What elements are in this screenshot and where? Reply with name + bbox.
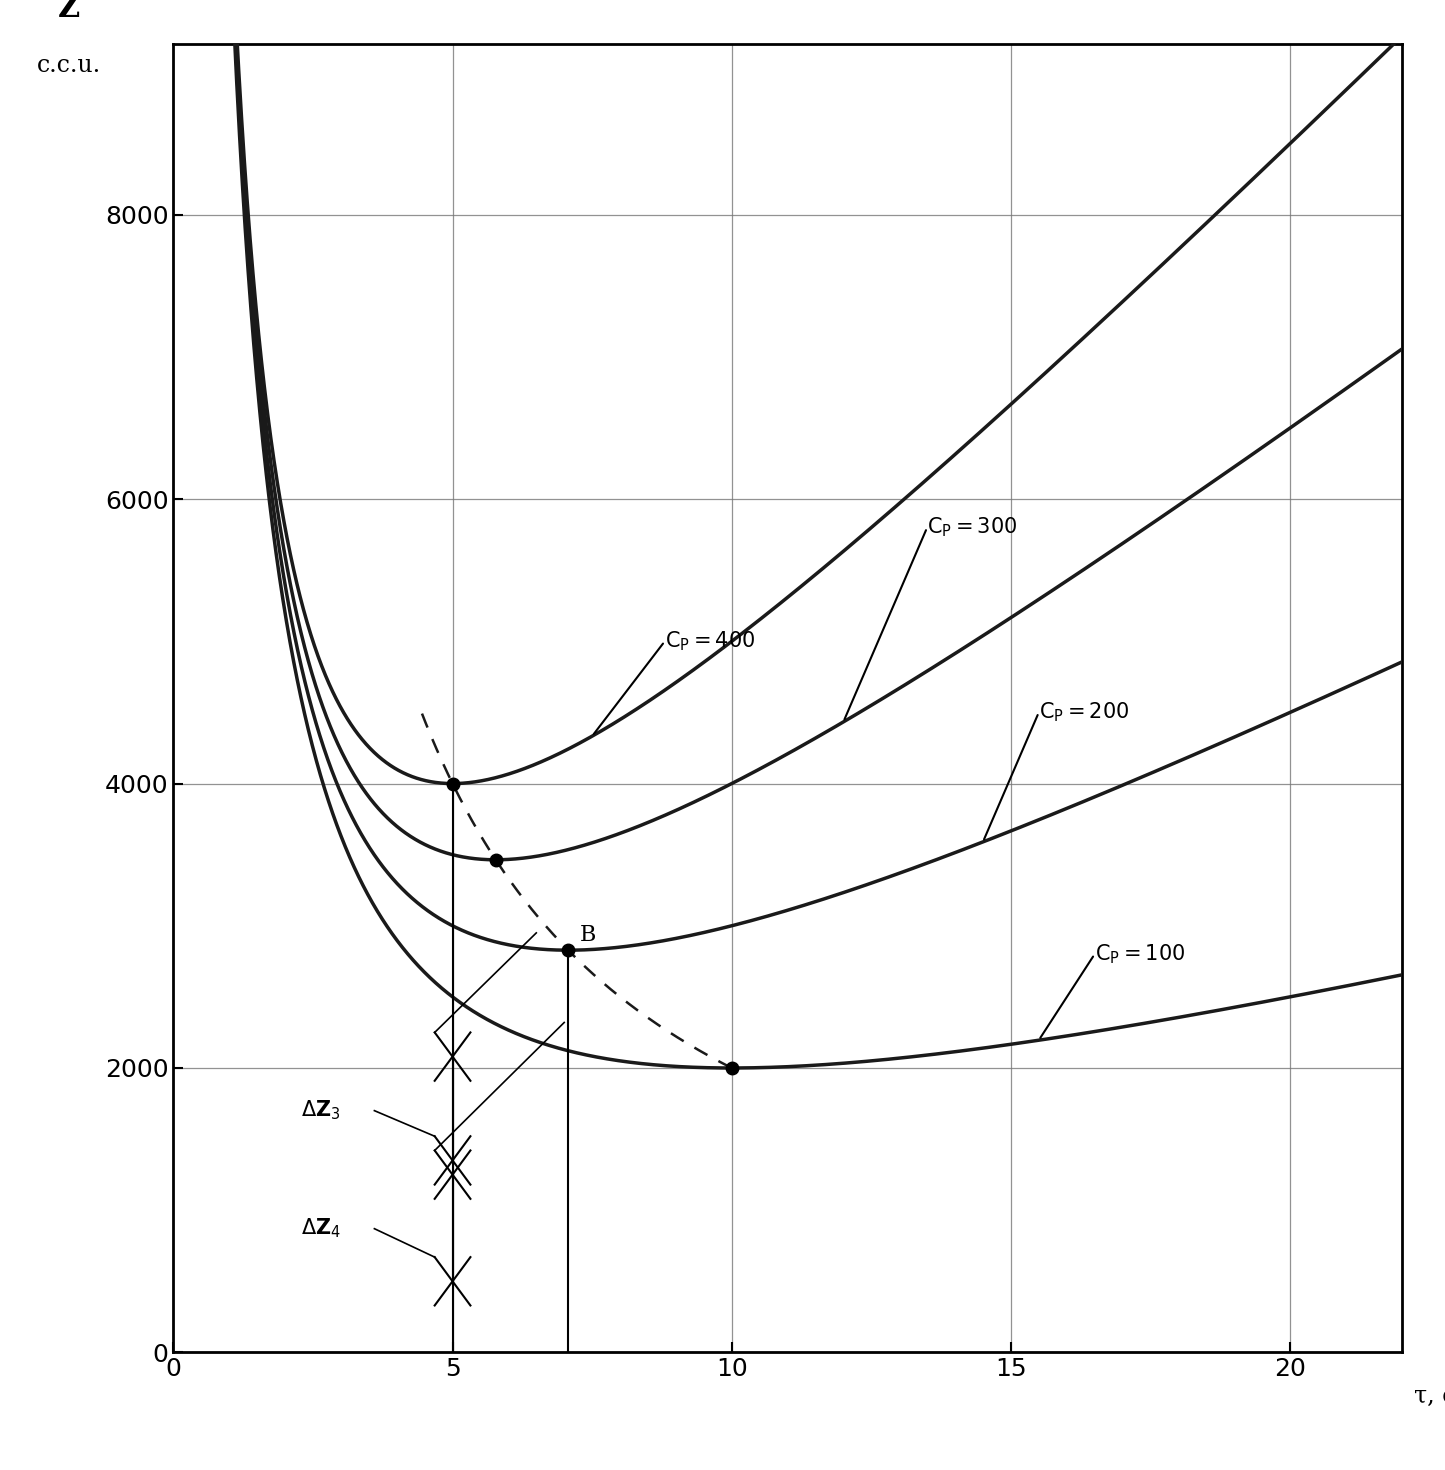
Text: $\mathrm{C_P}$$=400$: $\mathrm{C_P}$$=400$ xyxy=(665,629,754,653)
Text: τ, c.t.u.: τ, c.t.u. xyxy=(1413,1385,1445,1408)
Text: $\mathrm{C_P}$$=300$: $\mathrm{C_P}$$=300$ xyxy=(928,516,1017,539)
Text: $\Delta \mathbf{Z}_3$: $\Delta \mathbf{Z}_3$ xyxy=(301,1100,341,1123)
Text: $\mathrm{C_P}$$=200$: $\mathrm{C_P}$$=200$ xyxy=(1039,701,1129,725)
Text: B: B xyxy=(579,925,595,945)
Text: Z: Z xyxy=(58,0,79,25)
Text: $\Delta \mathbf{Z}_4$: $\Delta \mathbf{Z}_4$ xyxy=(301,1217,341,1241)
Text: $\mathrm{C_P}$$=100$: $\mathrm{C_P}$$=100$ xyxy=(1094,942,1185,966)
Text: c.c.u.: c.c.u. xyxy=(38,54,101,76)
